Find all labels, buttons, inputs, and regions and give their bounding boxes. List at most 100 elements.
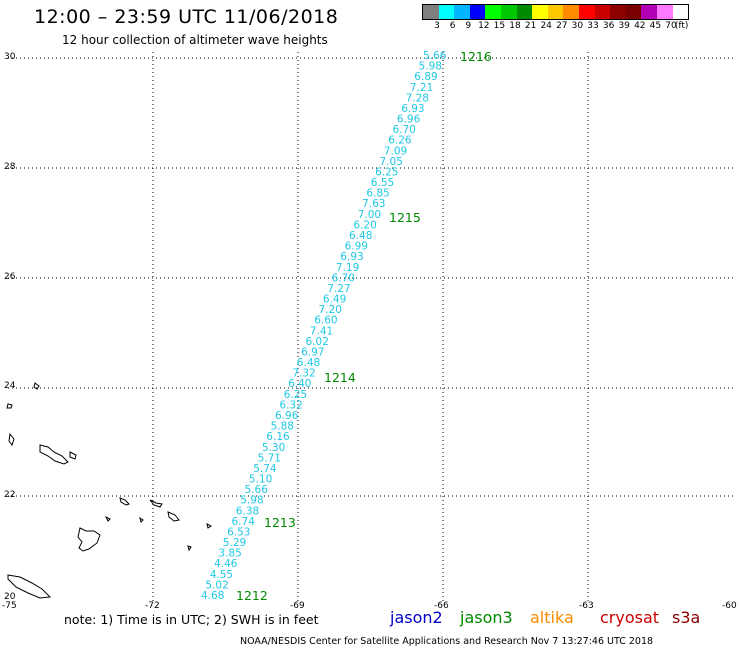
wave-height-label: 4.46: [214, 558, 238, 570]
pass-time-label: 1214: [324, 370, 356, 385]
island-cay-d: [104, 515, 111, 522]
legend-label: 27: [556, 21, 568, 31]
legend-swatch: [423, 5, 439, 19]
wave-height-label: 5.66: [423, 50, 447, 62]
legend-label: 33: [587, 21, 599, 31]
legend-swatch: [563, 5, 579, 19]
wave-height-label: 5.29: [223, 537, 246, 549]
map-subtitle: 12 hour collection of altimeter wave hei…: [62, 33, 328, 47]
wave-height-label: 7.09: [384, 145, 407, 157]
satellite-jason3: jason3: [460, 608, 513, 627]
wave-height-track: 4.685.024.554.463.855.296.536.746.385.98…: [201, 50, 447, 602]
island-cay-c: [187, 545, 192, 552]
wave-height-label: 5.71: [258, 452, 281, 464]
satellite-s3a: s3a: [672, 608, 701, 627]
wave-height-label: 6.48: [349, 230, 372, 242]
wave-height-label: 6.38: [236, 505, 259, 517]
wave-height-label: 6.99: [345, 241, 368, 253]
wave-height-label: 6.02: [306, 336, 329, 348]
wave-height-label: 6.49: [323, 294, 346, 306]
legend-label: (ft): [674, 21, 689, 31]
x-tick-label: -60: [722, 601, 737, 611]
wave-height-label: 5.98: [240, 495, 263, 507]
pass-time-label: 1213: [264, 515, 296, 530]
legend-label: 45: [649, 21, 662, 31]
pass-time-label: 1215: [389, 210, 421, 225]
x-tick-label: -63: [579, 601, 594, 611]
wave-height-label: 6.48: [297, 357, 320, 369]
wave-height-label: 5.66: [245, 484, 269, 496]
legend-swatch: [469, 5, 486, 19]
wave-height-label: 5.02: [205, 579, 228, 591]
wave-height-label: 7.00: [358, 209, 381, 221]
wave-height-label: 7.41: [310, 325, 333, 337]
wave-height-label: 6.96: [397, 114, 421, 126]
wave-height-label: 6.85: [366, 188, 389, 200]
legend-swatch: [532, 5, 548, 19]
x-tick-label: -69: [290, 601, 305, 611]
wave-height-label: 6.26: [388, 135, 412, 147]
wave-height-label: 6.25: [375, 167, 398, 179]
wave-height-label: 7.63: [362, 198, 385, 210]
wave-height-label: 6.32: [279, 399, 302, 411]
wave-height-label: 5.74: [253, 463, 277, 475]
wave-height-legend: 3 6 9 12 15 18 21 24 27 30 33 36 39 42 45 70 (ft): [422, 4, 690, 34]
legend-swatch: [516, 5, 533, 19]
legend-label: 6: [449, 21, 456, 31]
island-bahamas-b: [33, 382, 40, 390]
wave-height-label: 7.32: [292, 368, 315, 380]
legend-label: 39: [618, 21, 630, 31]
legend-label: 18: [509, 21, 521, 31]
wave-height-label: 6.70: [332, 272, 355, 284]
wave-height-label: 6.55: [371, 177, 394, 189]
wave-height-label: 7.21: [410, 82, 433, 94]
legend-label: 24: [540, 21, 552, 31]
y-tick-label: 20: [4, 592, 16, 602]
wave-height-label: 6.20: [353, 219, 376, 231]
island-cuba-east: [39, 444, 69, 465]
legend-swatch: [547, 5, 564, 19]
legend-swatch: [438, 5, 455, 19]
wave-height-label: 5.88: [271, 421, 294, 433]
island-cay-a: [139, 516, 144, 523]
island-hispaniola-w: [77, 527, 101, 552]
wave-height-label: 5.98: [419, 61, 442, 73]
wave-height-label: 7.20: [319, 304, 342, 316]
wave-height-label: 6.16: [266, 431, 290, 443]
island-bahamas-d: [69, 451, 77, 460]
legend-swatch: [578, 5, 595, 19]
pass-labels: 1212 1213 1214 1215 1216: [236, 49, 492, 603]
legend-swatch: [610, 5, 626, 19]
wave-height-label: 4.68: [201, 590, 224, 602]
island-cay-b: [206, 523, 212, 529]
wave-height-label: 6.25: [284, 389, 307, 401]
wave-height-label: 6.93: [340, 251, 363, 263]
wave-height-label: 7.05: [380, 156, 403, 168]
wave-height-label: 7.28: [406, 92, 429, 104]
y-tick-label: 26: [4, 272, 16, 282]
legend-label: 36: [602, 21, 615, 31]
wave-height-label: 6.96: [275, 410, 299, 422]
satellite-altika: altika: [530, 608, 574, 627]
legend-swatch: [454, 5, 470, 19]
pass-time-label: 1216: [460, 49, 492, 64]
satellite-jason2: jason2: [390, 608, 443, 627]
legend-swatch: [500, 5, 517, 19]
grid-lines: [8, 52, 736, 604]
y-tick-label: 28: [4, 162, 16, 172]
wave-height-label: 6.70: [393, 124, 416, 136]
map-title: 12:00 – 23:59 UTC 11/06/2018: [34, 6, 339, 28]
x-tick-label: -72: [145, 601, 160, 611]
wave-height-label: 7.27: [327, 283, 350, 295]
wave-height-label: 6.97: [301, 347, 324, 359]
legend-swatch: [485, 5, 501, 19]
wave-height-label: 5.30: [262, 442, 285, 454]
wave-height-label: 6.60: [314, 315, 337, 327]
island-hispaniola-s: [7, 574, 52, 599]
legend-label: 12: [478, 21, 490, 31]
legend-color-bar: [422, 4, 690, 20]
legend-swatch: [594, 5, 611, 19]
coastlines: [6, 382, 212, 599]
legend-swatch: [672, 5, 689, 19]
